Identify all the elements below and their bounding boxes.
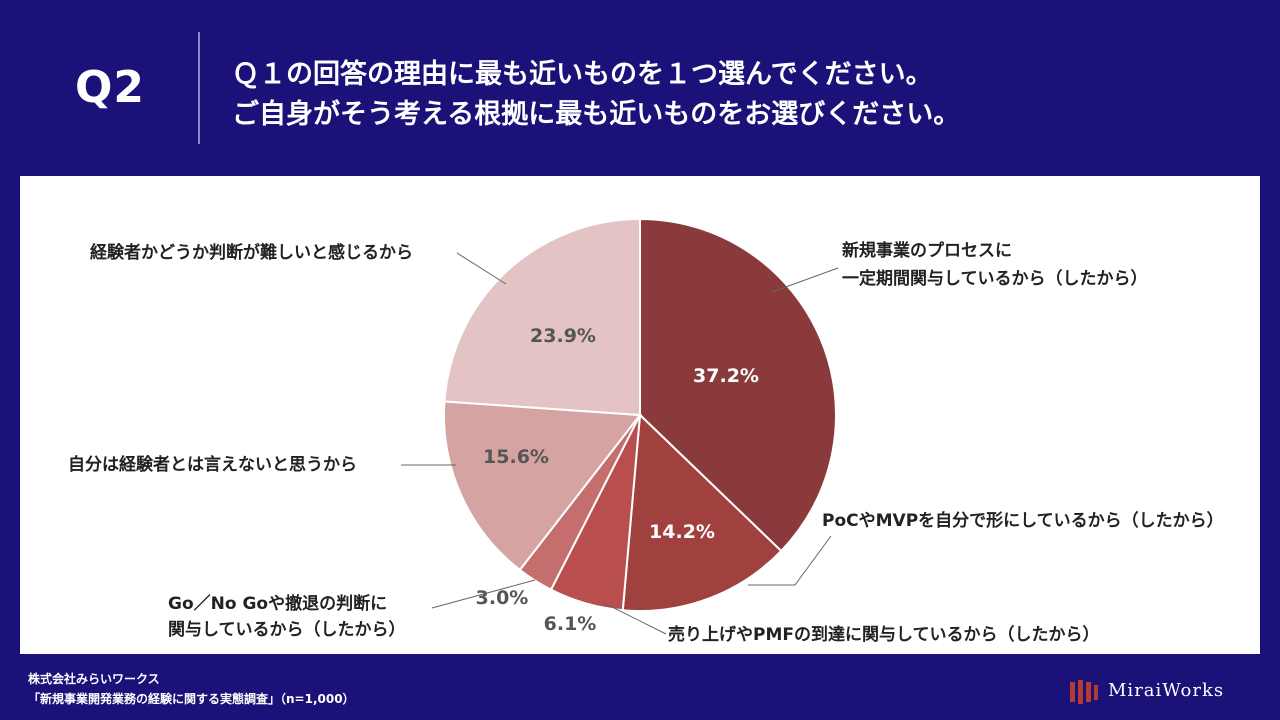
question-text: Ｑ１の回答の理由に最も近いものを１つ選んでください。 ご自身がそう考える根拠に最… (232, 55, 960, 135)
logo-bar-1 (1070, 682, 1075, 702)
category-label-6-line-1: 経験者かどうか判断が難しいと感じるから (90, 242, 413, 263)
leader-line-1 (771, 267, 839, 293)
leader-line-3 (601, 601, 667, 635)
slice-value-label-2: 14.2% (649, 521, 715, 543)
category-label-1-line-1: 新規事業のプロセスに (842, 240, 1012, 261)
category-label-5-line-1: 自分は経験者とは言えないと思うから (68, 454, 357, 475)
leader-line-6 (456, 252, 507, 285)
category-label-2-line-1: PoCやMVPを自分で形にしているから（したから） (822, 510, 1224, 531)
logo-text: MiraiWorks (1108, 680, 1225, 701)
leader-line-2 (748, 535, 832, 586)
chart-panel: 37.2% 14.2% 6.1% 3.0% 15.6% 23.9% 新規事業のプロセスに一定… (20, 176, 1260, 654)
pie-slice-5 (443, 400, 642, 572)
category-label-4-line-1: Go／No Goや撤退の判断に (168, 593, 387, 614)
pie-slice-6 (443, 217, 641, 417)
company-logo: MiraiWorks (1068, 676, 1268, 706)
category-label-1-line-2: 一定期間関与しているから（したから） (842, 268, 1148, 289)
category-label-3-line-1: 売り上げやPMFの到達に関与しているから（したから） (668, 624, 1099, 645)
category-label-4-line-2: 関与しているから（したから） (168, 619, 406, 640)
question-number: Q2 (75, 62, 146, 113)
logo-bar-4 (1094, 685, 1098, 700)
question-line-2: ご自身がそう考える根拠に最も近いものをお選びください。 (232, 99, 961, 130)
header-divider (198, 32, 200, 144)
logo-mark-icon (1070, 680, 1098, 704)
question-line-1: Ｑ１の回答の理由に最も近いものを１つ選んでください。 (232, 59, 933, 90)
slice-value-label-3: 6.1% (544, 613, 597, 635)
slice-value-label-4: 3.0% (476, 587, 529, 609)
logo-bar-2 (1078, 680, 1083, 704)
slice-value-label-5: 15.6% (483, 446, 549, 468)
pie-slice-2 (621, 412, 783, 612)
logo-bar-3 (1086, 682, 1091, 702)
leader-line-4 (431, 579, 536, 609)
slice-value-label-6: 23.9% (530, 325, 596, 347)
pie-slice-1 (639, 217, 837, 553)
footer-survey-title: 「新規事業開発業務の経験に関する実態調査」（n=1,000） (28, 692, 355, 706)
footer-company: 株式会社みらいワークス (28, 672, 160, 686)
slice-value-label-1: 37.2% (693, 365, 759, 387)
pie-chart: 37.2% 14.2% 6.1% 3.0% 15.6% 23.9% 新規事業のプロセスに一定… (68, 217, 1224, 645)
